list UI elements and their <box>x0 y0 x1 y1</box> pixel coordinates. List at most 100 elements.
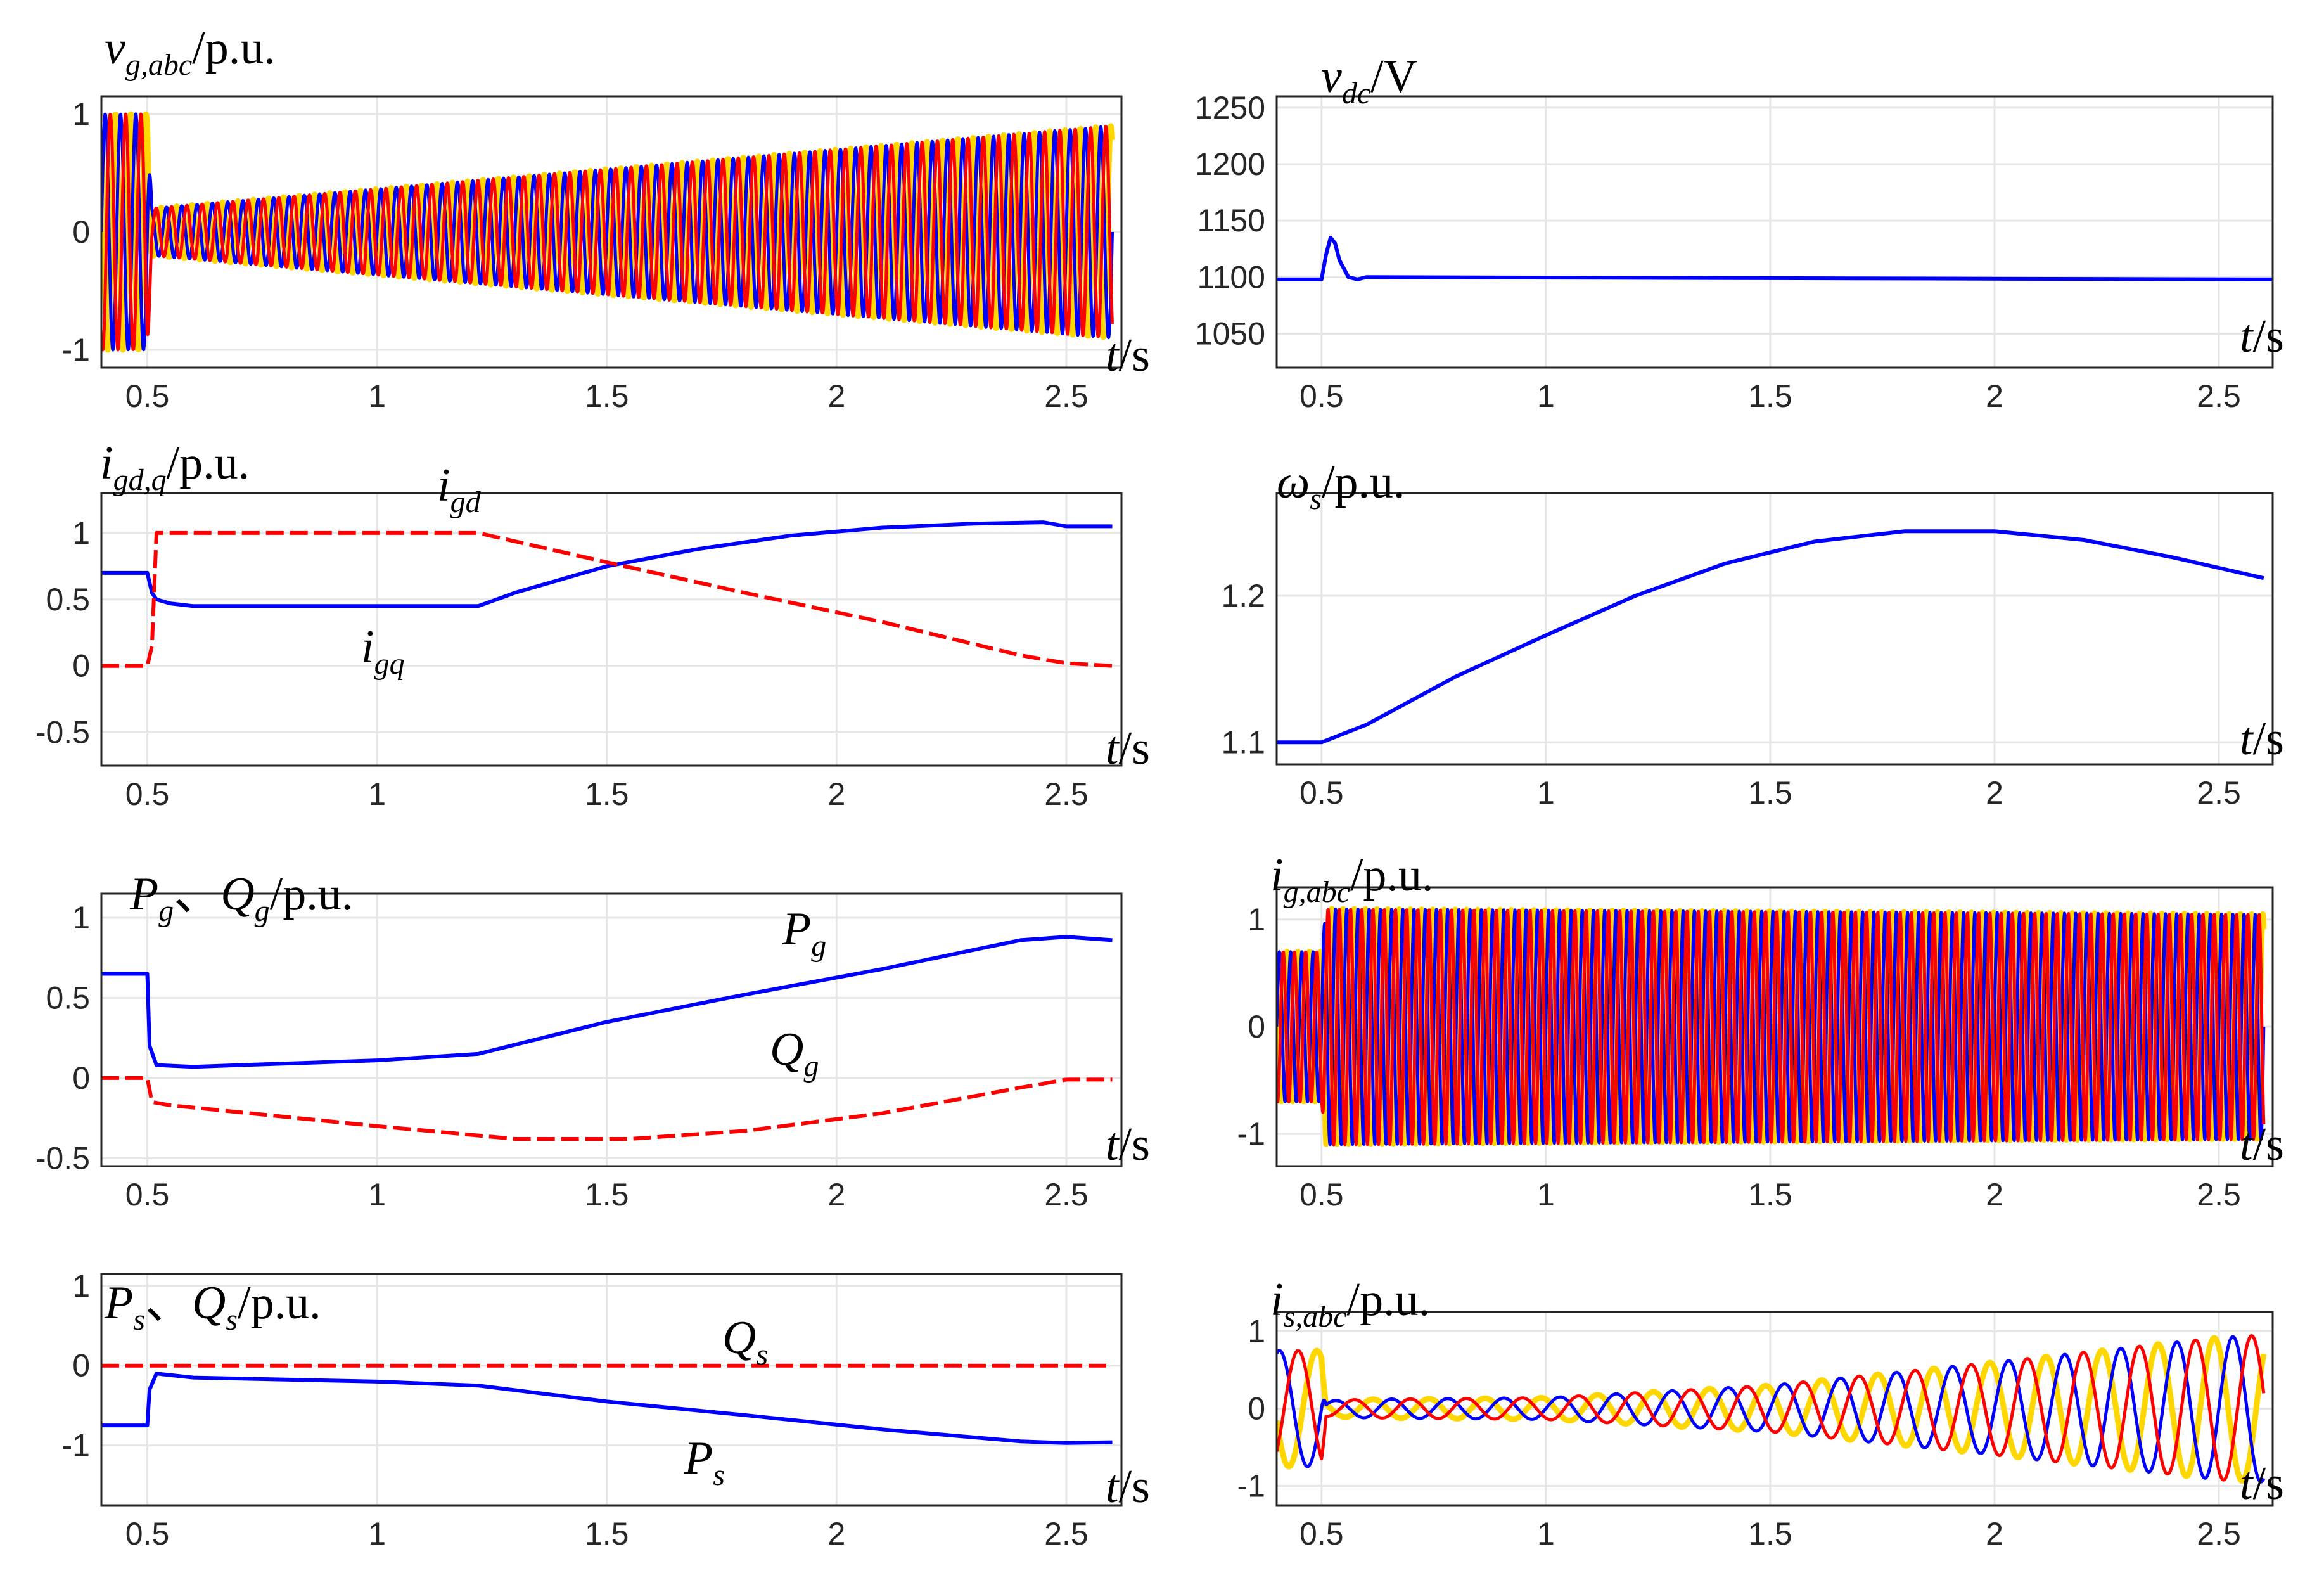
phase-b-line <box>1277 1334 2266 1482</box>
x-tick-label: 0.5 <box>1299 378 1344 414</box>
x-tick-label: 2 <box>1986 1177 2003 1212</box>
x-tick-label: 2.5 <box>2197 775 2241 811</box>
x-tick-label: 1 <box>368 1177 386 1212</box>
x-tick-label: 2 <box>827 1177 845 1212</box>
y-tick-label: -0.5 <box>35 715 90 750</box>
axes-box <box>100 95 1123 369</box>
x-tick-label: 1 <box>1537 378 1555 414</box>
y-tick-label: 1150 <box>1197 203 1265 238</box>
curve-label-qg: Qg <box>770 1024 819 1083</box>
x-tick-label: 2 <box>1986 378 2003 414</box>
x-tick-label: 1 <box>368 1516 386 1552</box>
x-tick-label: 1 <box>368 776 386 812</box>
y-tick-label: 1250 <box>1195 90 1265 125</box>
curve-label-igq: igq <box>361 621 405 681</box>
x-tick-label: 1.5 <box>585 776 629 812</box>
axes-box <box>1275 1311 2274 1507</box>
y-tick-label: 0 <box>1248 1009 1265 1044</box>
y-axis-label: vg,abc/p.u. <box>105 22 276 82</box>
curve-label-pg: Pg <box>782 903 826 963</box>
x-tick-label: 2.5 <box>1044 1177 1089 1212</box>
x-tick-label: 0.5 <box>125 1177 170 1212</box>
y-tick-label: 1100 <box>1197 259 1265 295</box>
axes-box <box>100 492 1123 767</box>
phase-c-line <box>1277 906 2267 1147</box>
axes-box <box>1275 886 2274 1167</box>
phase-c-line <box>1277 1335 2267 1484</box>
y-tick-label: 1 <box>72 1268 90 1304</box>
y-axis-label: is,abc/p.u. <box>1270 1274 1430 1333</box>
panel-vg: 0.5 1 1.5 2 2.5 1 0 -1 vg,abc/p.u. t/s <box>62 22 1150 414</box>
panel-igdq: 0.5 1 1.5 2 2.5 1 0.5 0 -0.5 igd,q/p.u. t/s igd igq <box>35 437 1150 812</box>
y-tick-label: 0 <box>72 1060 90 1096</box>
y-tick-label: 1 <box>72 96 90 132</box>
x-tick-label: 0.5 <box>1299 1516 1344 1552</box>
x-tick-label: 1.5 <box>1748 775 1792 811</box>
x-axis-label: t/s <box>1106 1119 1150 1171</box>
plot-area <box>1277 529 2264 745</box>
x-axis-label: t/s <box>2240 1119 2284 1171</box>
y-tick-label: 1200 <box>1195 146 1265 182</box>
panel-omega: 0.5 1 1.5 2 2.5 1.2 1.1 ωs/p.u. t/s <box>1221 456 2283 811</box>
y-tick-label: 0 <box>72 214 90 250</box>
x-tick-label: 2 <box>827 378 845 414</box>
y-tick-label: 0.5 <box>46 582 90 617</box>
y-axis-label: igd,q/p.u. <box>100 437 250 497</box>
y-tick-label: -1 <box>62 332 90 368</box>
y-tick-label: 1 <box>1248 1314 1265 1349</box>
y-axis-label: vdc/V <box>1321 51 1417 110</box>
plot-area <box>101 520 1113 668</box>
series-pg-line <box>101 935 1113 1069</box>
x-tick-label: 2.5 <box>1044 1516 1089 1552</box>
y-tick-label: 1 <box>72 900 90 935</box>
x-tick-label: 0.5 <box>125 378 170 414</box>
x-tick-label: 2.5 <box>2197 1516 2241 1552</box>
y-tick-label: 1 <box>1248 902 1265 937</box>
x-tick-label: 1.5 <box>1748 1516 1792 1552</box>
x-axis-label: t/s <box>1106 330 1150 382</box>
axes-box <box>1275 95 2274 369</box>
x-tick-label: 1 <box>1537 1177 1555 1212</box>
series-igq-line <box>101 520 1113 608</box>
x-tick-label: 2 <box>1986 775 2003 811</box>
x-axis-label: t/s <box>2240 1458 2284 1510</box>
x-tick-label: 1.5 <box>585 378 629 414</box>
y-tick-label: 0 <box>72 648 90 684</box>
curve-label-ps: Ps <box>684 1432 725 1492</box>
x-tick-label: 2.5 <box>1044 776 1089 812</box>
y-tick-label: 0.5 <box>46 980 90 1015</box>
x-tick-label: 1 <box>1537 1516 1555 1552</box>
series-qg-line <box>101 1076 1113 1141</box>
series-s-line <box>1277 529 2264 745</box>
y-tick-label: 1.2 <box>1221 578 1265 614</box>
plot-area <box>101 1363 1113 1445</box>
axes-box <box>1275 492 2274 766</box>
x-tick-label: 2.5 <box>1044 378 1089 414</box>
panel-igabc: 0.5 1 1.5 2 2.5 1 0 -1 ig,abc/p.u. t/s <box>1237 849 2284 1212</box>
phase-a-line <box>101 112 1114 352</box>
y-axis-label: Pg、Qg/p.u. <box>129 868 353 928</box>
curve-label-qs: Qs <box>722 1312 768 1372</box>
x-tick-label: 2.5 <box>2197 1177 2241 1212</box>
series-ps-line <box>101 1372 1113 1445</box>
x-tick-label: 1.5 <box>1748 378 1792 414</box>
panel-isabc: 0.5 1 1.5 2 2.5 1 0 -1 is,abc/p.u. t/s <box>1237 1274 2284 1552</box>
phase-b-line <box>101 112 1114 352</box>
plot-area <box>1277 1334 2267 1484</box>
x-tick-label: 0.5 <box>125 1516 170 1552</box>
x-tick-label: 1.5 <box>585 1177 629 1212</box>
y-tick-label: -0.5 <box>35 1140 90 1176</box>
x-tick-label: 0.5 <box>125 776 170 812</box>
y-axis-label: ig,abc/p.u. <box>1270 849 1433 909</box>
x-tick-label: 2 <box>827 776 845 812</box>
curve-label-igd: igd <box>437 459 482 519</box>
x-axis-label: t/s <box>2240 311 2284 363</box>
panel-psqs: 0.5 1 1.5 2 2.5 1 0 -1 Ps、Qs/p.u. t/s Qs Ps <box>62 1268 1150 1552</box>
axes-box <box>100 892 1123 1167</box>
x-tick-label: 1 <box>1537 775 1555 811</box>
y-tick-label: 0 <box>72 1348 90 1384</box>
x-tick-label: 0.5 <box>1299 775 1344 811</box>
x-tick-label: 2.5 <box>2197 378 2241 414</box>
x-axis-label: t/s <box>1106 1461 1150 1513</box>
